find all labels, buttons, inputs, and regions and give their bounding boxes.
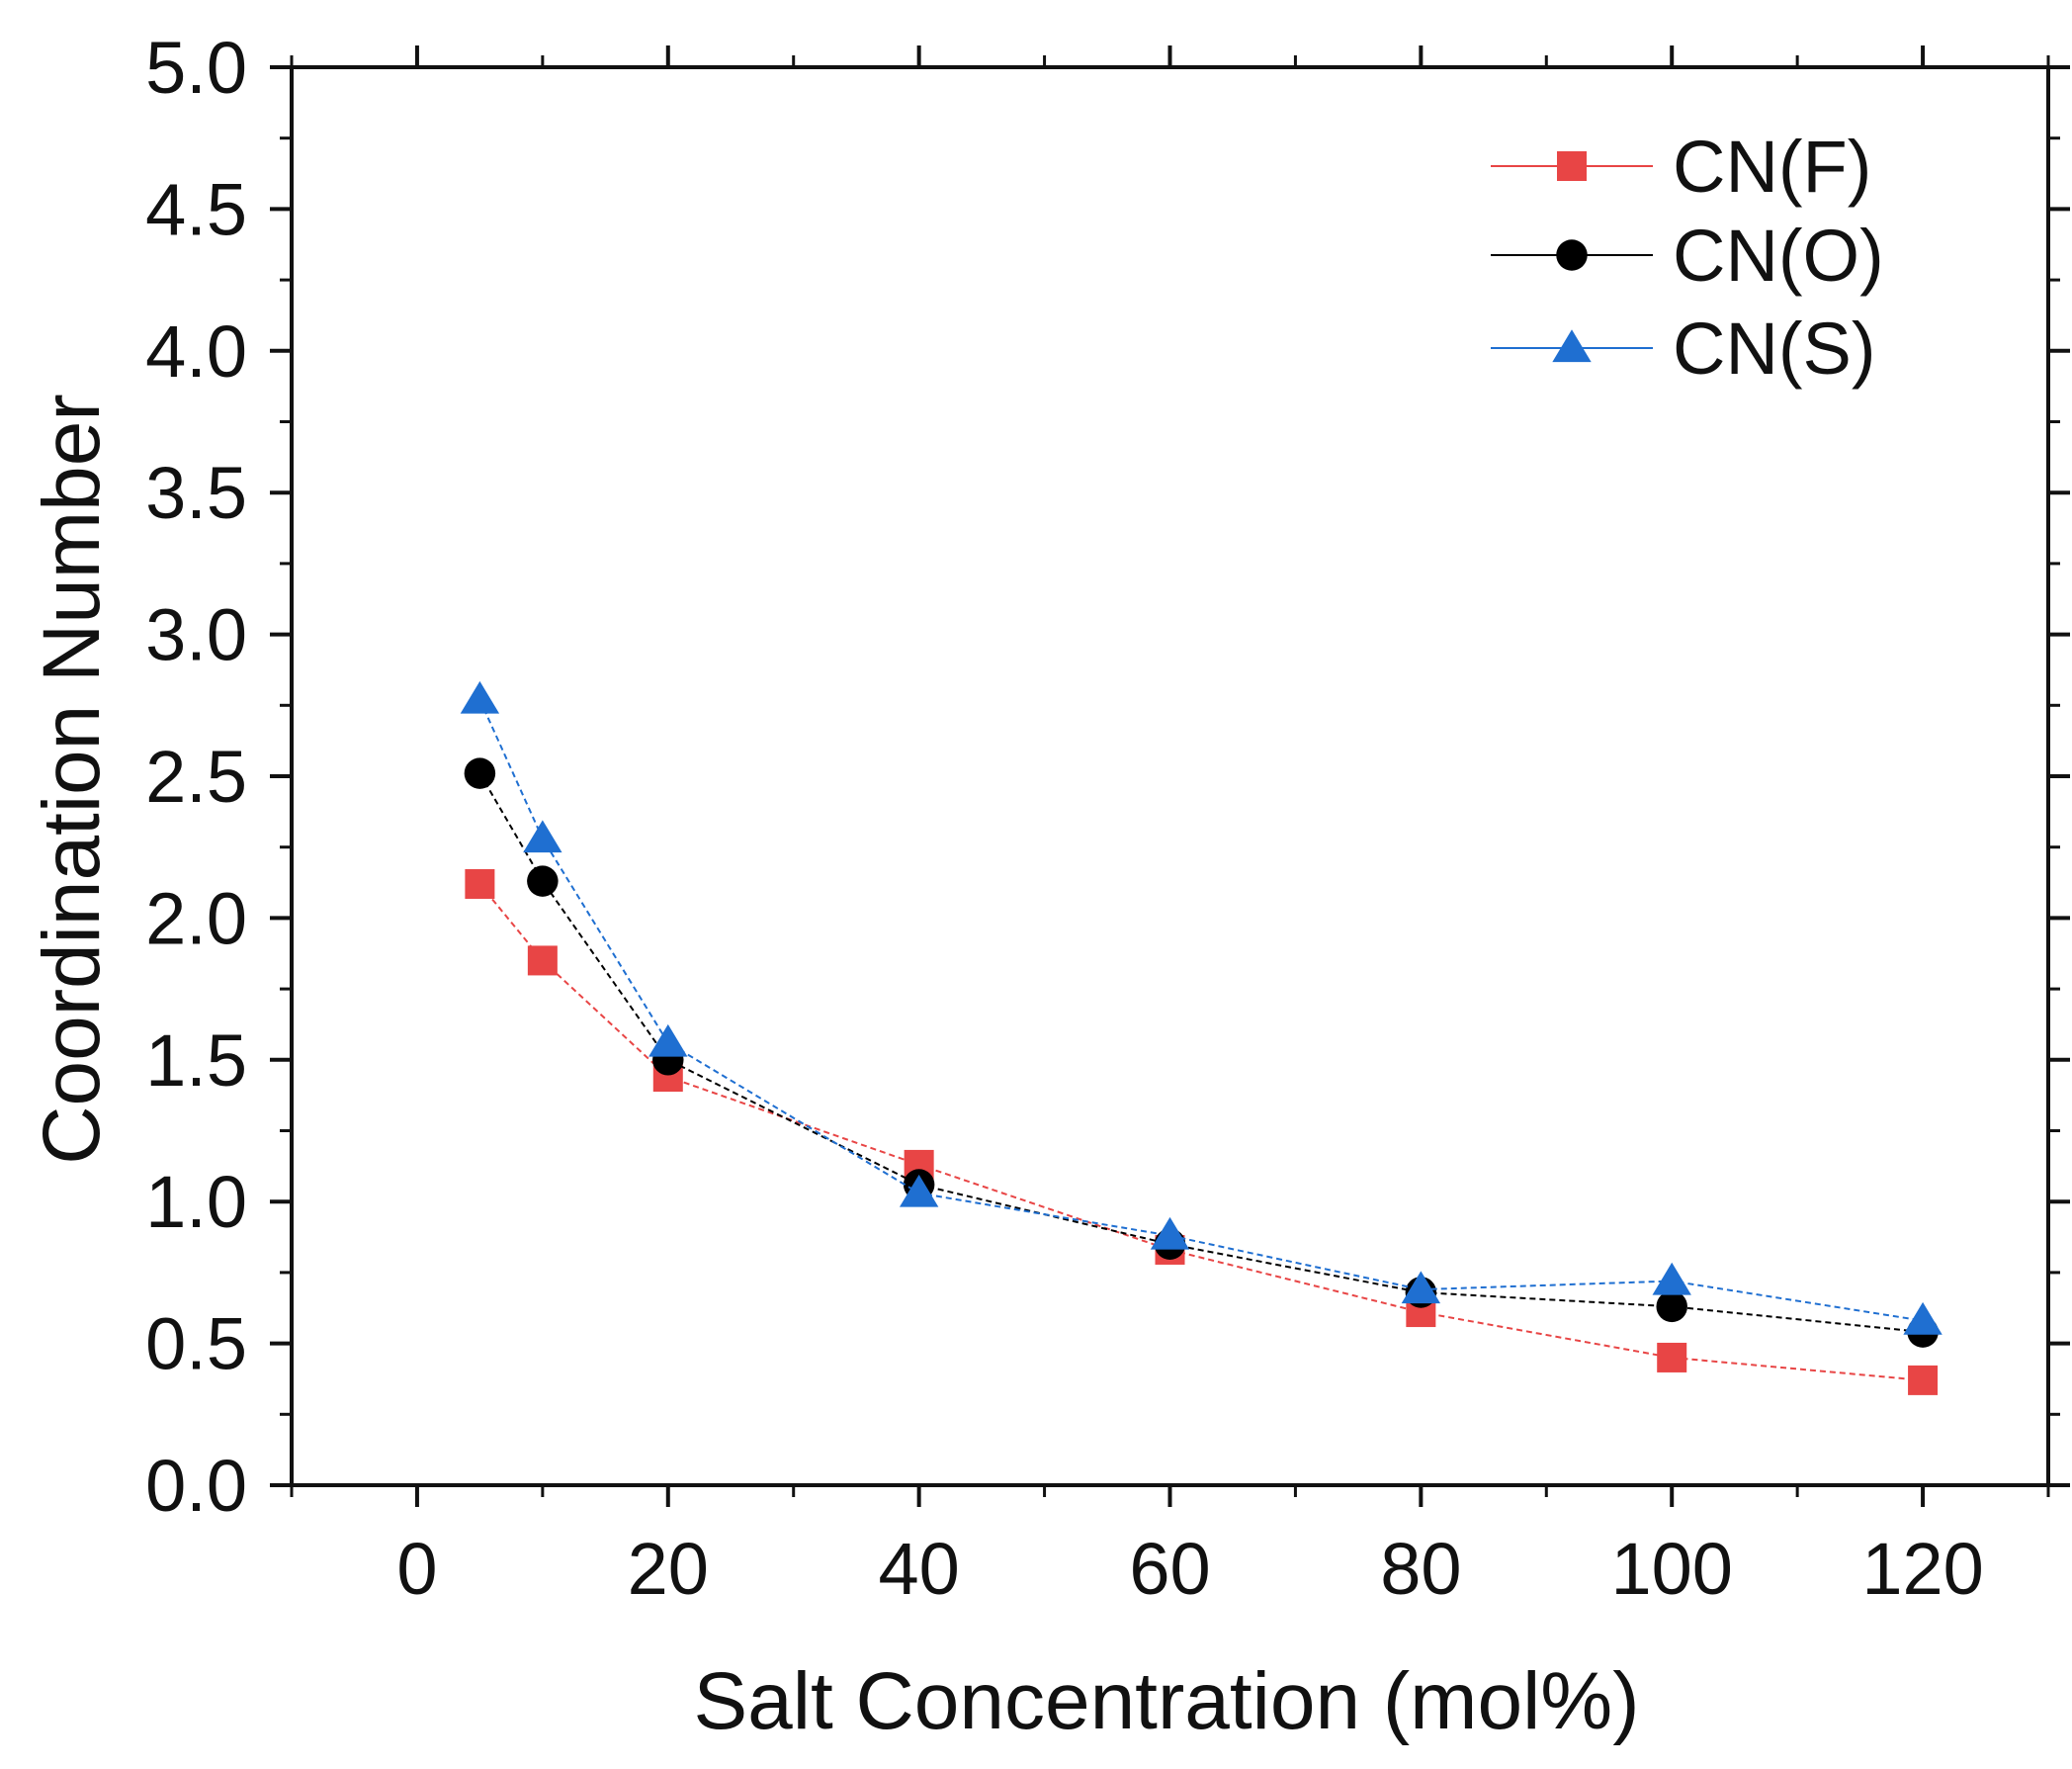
data-point-cn-s — [1150, 1216, 1190, 1250]
legend-label: CN(F) — [1673, 126, 1871, 208]
series-line-cn-s — [478, 699, 1924, 1322]
legend-marker — [1557, 151, 1587, 181]
data-point-cn-f — [465, 868, 495, 899]
data-point-cn-f — [1908, 1365, 1939, 1395]
data-point-cn-o — [1656, 1290, 1687, 1323]
legend-item-cn-s: CN(S) — [1491, 308, 1876, 390]
legend-item-cn-o: CN(O) — [1491, 215, 1884, 297]
y-tick-label: 2.0 — [145, 877, 247, 959]
data-series — [460, 680, 1942, 1395]
y-tick-label: 3.5 — [145, 452, 247, 534]
y-tick-label: 1.0 — [145, 1161, 247, 1243]
series-cn-s — [460, 680, 1942, 1335]
data-point-cn-s — [523, 820, 562, 853]
data-point-cn-o — [464, 757, 496, 789]
y-tick-label: 4.5 — [145, 168, 247, 250]
x-axis-title: Salt Concentration (mol%) — [693, 1656, 1639, 1746]
x-tick-label: 0 — [396, 1528, 437, 1610]
data-point-cn-s — [1652, 1262, 1691, 1295]
data-point-cn-f — [527, 945, 558, 976]
legend-item-cn-f: CN(F) — [1491, 126, 1871, 208]
y-tick-label: 0.5 — [145, 1303, 247, 1385]
x-tick-label: 80 — [1380, 1528, 1461, 1610]
y-tick-label: 3.0 — [145, 594, 247, 676]
legend-label: CN(S) — [1673, 308, 1876, 390]
y-tick-label: 0.0 — [145, 1445, 247, 1527]
x-tick-label: 20 — [628, 1528, 709, 1610]
legend-label: CN(O) — [1673, 215, 1884, 297]
x-tick-label: 40 — [878, 1528, 959, 1610]
data-point-cn-f — [1657, 1342, 1687, 1372]
data-point-cn-s — [1903, 1301, 1942, 1335]
legend: CN(F)CN(O) CN(S) — [1491, 126, 1884, 390]
x-tick-label: 100 — [1610, 1528, 1732, 1610]
data-point-cn-o — [527, 865, 559, 897]
y-axis-title: Coordination Number — [27, 394, 117, 1164]
data-point-cn-s — [648, 1023, 688, 1057]
x-tick-label: 120 — [1861, 1528, 1983, 1610]
data-point-cn-s — [1401, 1271, 1441, 1304]
y-tick-label: 2.5 — [145, 736, 247, 818]
x-tick-label: 60 — [1129, 1528, 1210, 1610]
legend-marker — [1556, 239, 1588, 271]
data-point-cn-s — [899, 1174, 939, 1207]
y-tick-label: 4.0 — [145, 310, 247, 393]
data-point-cn-s — [460, 680, 500, 714]
y-tick-label: 5.0 — [145, 27, 247, 109]
legend-marker — [1552, 329, 1592, 363]
axes: 0 20 40 60 80 100 120 0.0 0.5 1.0 1.5 2.0 2.5 3.0 3.5 4… — [145, 27, 2070, 1610]
y-tick-label: 1.5 — [145, 1019, 247, 1102]
